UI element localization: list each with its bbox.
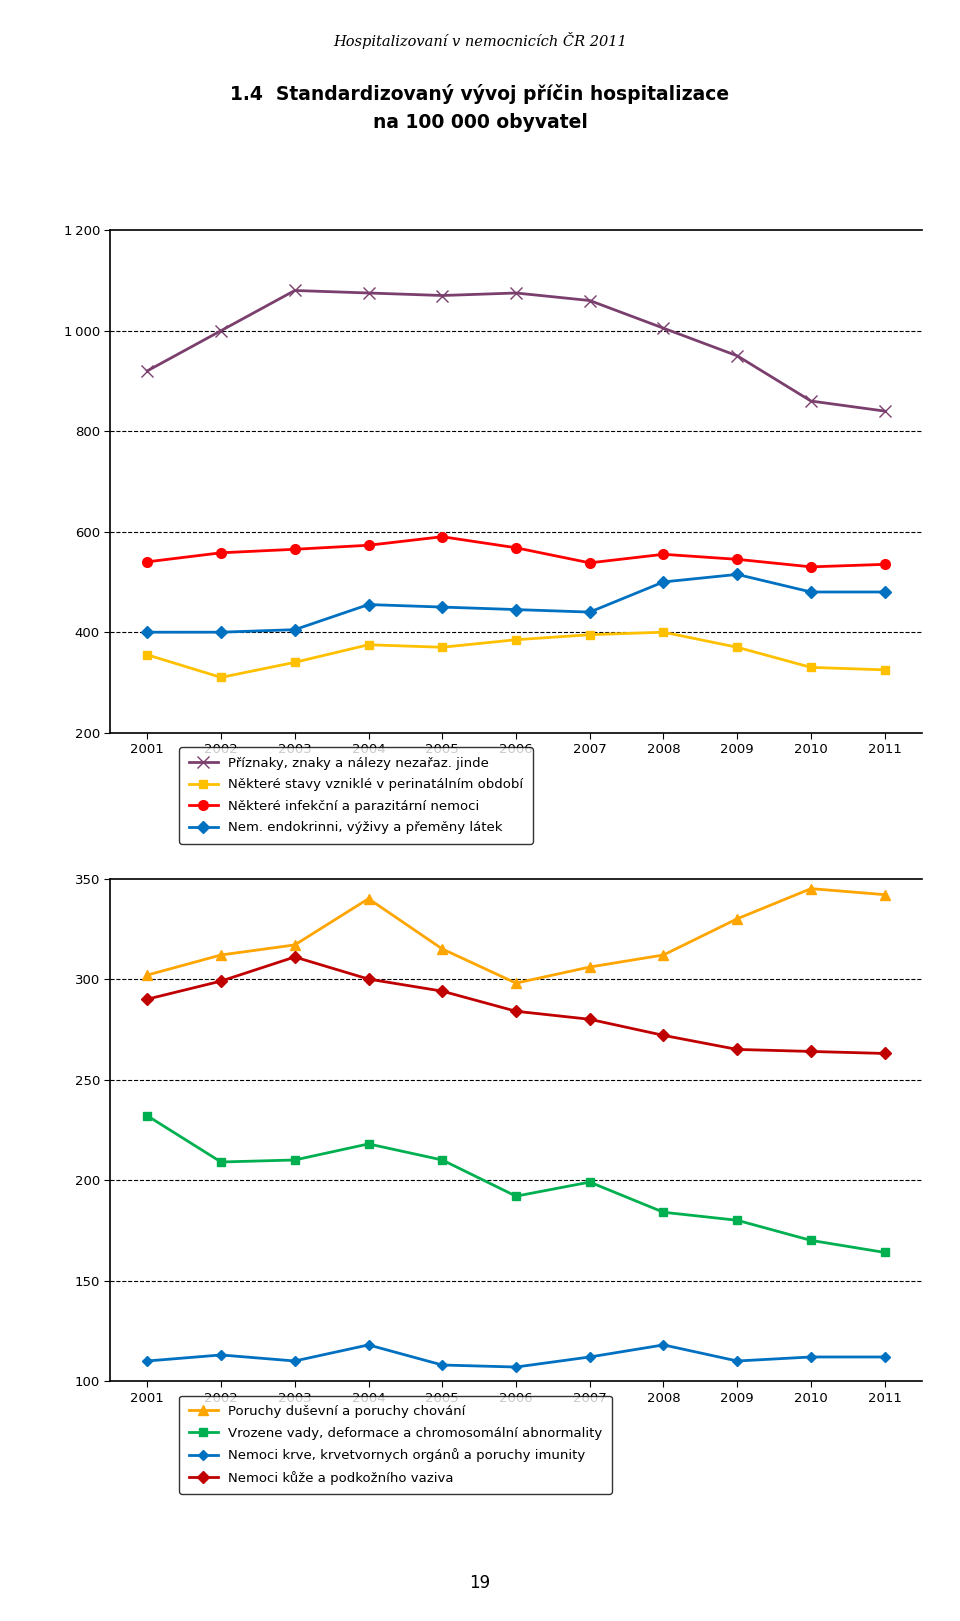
Text: 1.4  Standardizovaný vývoj příčin hospitalizace
na 100 000 obyvatel: 1.4 Standardizovaný vývoj příčin hospita… [230, 84, 730, 133]
Legend: Poruchy duševní a poruchy chování, Vrozene vady, deformace a chromosomální abnor: Poruchy duševní a poruchy chování, Vroze… [180, 1396, 612, 1495]
Legend: Příznaky, znaky a nálezy nezařaz. jinde, Některé stavy vzniklé v perinatálním ob: Příznaky, znaky a nálezy nezařaz. jinde,… [180, 747, 533, 843]
Text: 19: 19 [469, 1574, 491, 1592]
Text: Hospitalizovaní v nemocnicích ČR 2011: Hospitalizovaní v nemocnicích ČR 2011 [333, 32, 627, 49]
